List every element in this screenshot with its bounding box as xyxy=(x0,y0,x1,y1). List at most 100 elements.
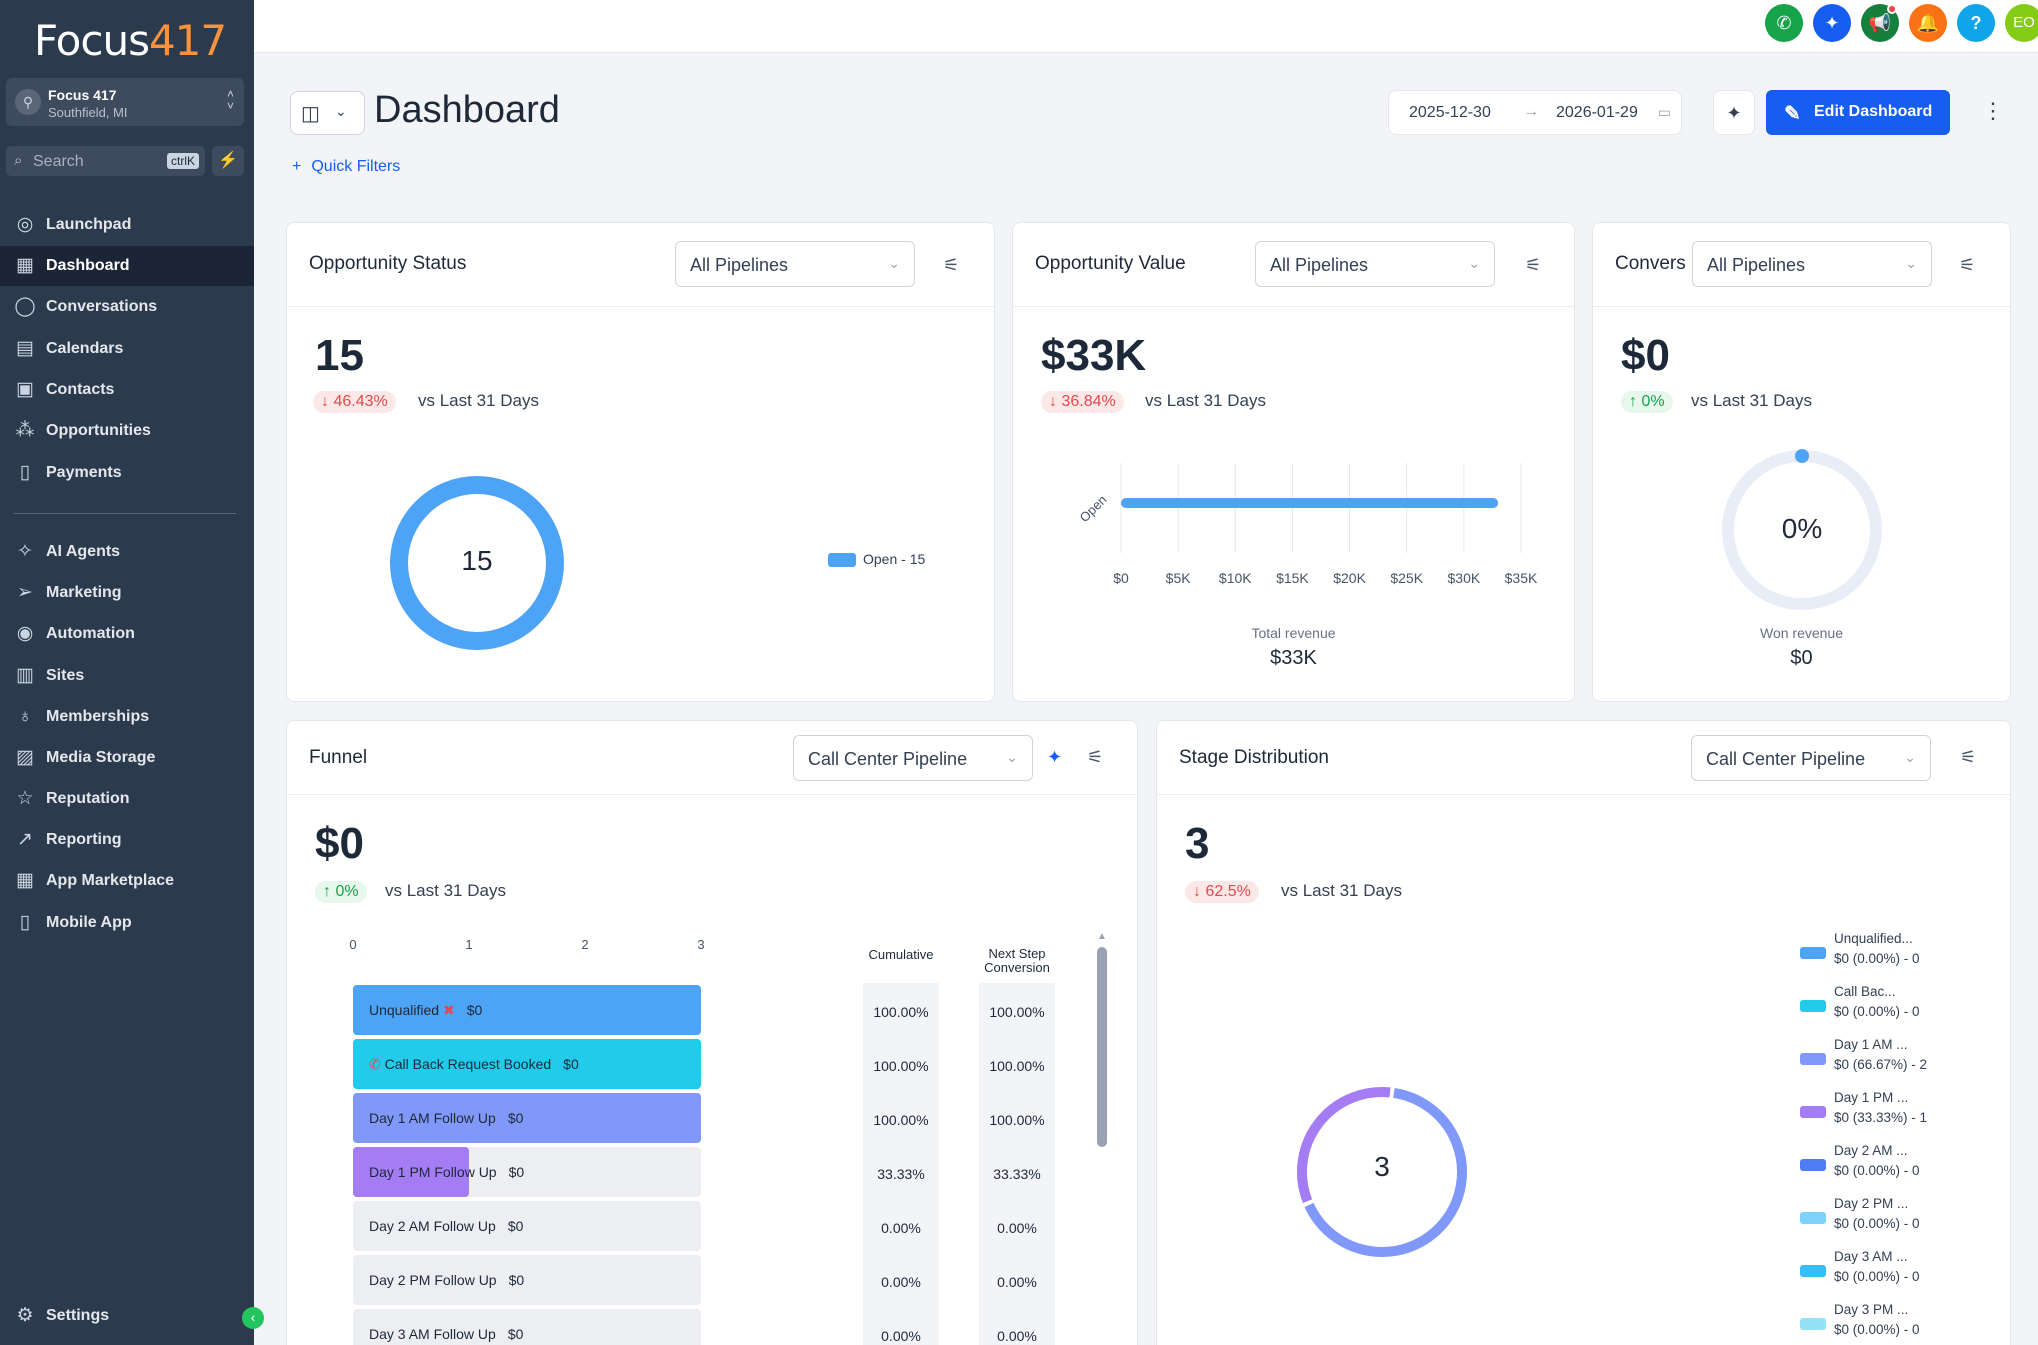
card-title: Funnel xyxy=(309,747,368,768)
donut-slice[interactable] xyxy=(1297,1087,1391,1204)
donut-slice[interactable] xyxy=(1304,1087,1467,1257)
date-range-picker[interactable]: 2025-12-30 → 2026-01-29 ▭ xyxy=(1388,90,1682,135)
legend-item[interactable]: Day 1 AM ... $0 (66.67%) - 2 xyxy=(1834,1035,1927,1075)
filter-settings-icon[interactable]: ⚟ xyxy=(1525,255,1542,275)
sidebar-item-ai-agents[interactable]: ✧ AI Agents xyxy=(0,532,254,572)
next-step-percent: 0.00% xyxy=(997,1220,1037,1236)
legend-label[interactable]: Open - 15 xyxy=(863,551,926,567)
funnel-axis-tick: 1 xyxy=(465,937,473,952)
quick-filters-button[interactable]: + Quick Filters xyxy=(292,158,400,176)
legend-item[interactable]: Day 2 PM ... $0 (0.00%) - 0 xyxy=(1834,1194,1920,1234)
pipeline-select[interactable]: Call Center Pipeline ⌄ xyxy=(793,735,1033,781)
legend-swatch xyxy=(1800,1053,1826,1065)
funnel-bar[interactable] xyxy=(353,1039,701,1089)
sidebar-item-memberships[interactable]: ♁ Memberships xyxy=(0,697,254,737)
ai-sparkle-button[interactable]: ✦ xyxy=(1713,90,1755,135)
legend-item[interactable]: Call Bac... $0 (0.00%) - 0 xyxy=(1834,982,1920,1022)
sidebar-item-reputation[interactable]: ☆ Reputation xyxy=(0,779,254,819)
sidebar-item-label: Contacts xyxy=(46,381,115,398)
edit-dashboard-button[interactable]: ✎ Edit Dashboard xyxy=(1766,90,1950,135)
sidebar-item-contacts[interactable]: ▣ Contacts xyxy=(0,370,254,410)
legend-label: Day 1 PM ... xyxy=(1834,1090,1909,1105)
pipeline-select[interactable]: Call Center Pipeline ⌄ xyxy=(1691,735,1931,781)
comparison-label: vs Last 31 Days xyxy=(1281,881,1402,900)
funnel-row-label: ✆ Call Back Request Booked $0 xyxy=(369,1056,579,1073)
stage-name: Call Back Request Booked xyxy=(384,1056,552,1072)
funnel-row-track xyxy=(353,1309,701,1345)
stage-name: Unqualified xyxy=(369,1002,440,1018)
filter-settings-icon[interactable]: ⚟ xyxy=(1959,255,1976,275)
sidebar-item-settings[interactable]: ⚙ Settings xyxy=(0,1296,254,1336)
sidebar-item-label: Media Storage xyxy=(46,749,156,766)
search-input[interactable]: ⌕ Search ctrlK xyxy=(6,146,205,176)
sidebar-item-marketing[interactable]: ➢ Marketing xyxy=(0,573,254,613)
sidebar-item-media-storage[interactable]: ▨ Media Storage xyxy=(0,738,254,778)
legend-item[interactable]: Day 3 AM ... $0 (0.00%) - 0 xyxy=(1834,1247,1920,1287)
ai-assist-button[interactable]: ✦ xyxy=(1813,4,1851,42)
notifications-button[interactable]: 🔔 xyxy=(1909,4,1947,42)
cumulative-percent: 100.00% xyxy=(873,1004,929,1020)
sidebar-item-app-marketplace[interactable]: ▦ App Marketplace xyxy=(0,861,254,901)
logo[interactable]: Focus417 xyxy=(34,16,227,65)
pipeline-select[interactable]: All Pipelines ⌄ xyxy=(1255,241,1495,287)
percent-cell-bg xyxy=(979,1037,1055,1091)
sidebar-item-sites[interactable]: ▥ Sites xyxy=(0,656,254,696)
scroll-up-icon[interactable]: ▲ xyxy=(1097,931,1107,942)
sidebar-item-reporting[interactable]: ↗ Reporting xyxy=(0,820,254,860)
opportunities-icon: ⁂ xyxy=(15,420,35,441)
funnel-bar[interactable] xyxy=(353,985,701,1035)
scrollbar-thumb[interactable] xyxy=(1097,947,1107,1147)
chevron-down-icon: ⌄ xyxy=(888,255,900,271)
pipeline-select[interactable]: All Pipelines ⌄ xyxy=(1692,241,1932,287)
sidebar-item-label: Dashboard xyxy=(46,257,130,274)
donut-ring-open[interactable] xyxy=(390,476,564,650)
percent-cell-bg xyxy=(863,1091,939,1145)
legend-item[interactable]: Unqualified... $0 (0.00%) - 0 xyxy=(1834,929,1920,969)
cumulative-header: Cumulative xyxy=(868,947,934,962)
location-switcher[interactable]: ⚲ Focus 417 Southfield, MI ˄ ˅ xyxy=(6,78,244,126)
announcements-button[interactable]: 📢 xyxy=(1861,4,1899,42)
collapse-sidebar-button[interactable]: ‹ xyxy=(242,1307,264,1329)
help-button[interactable]: ? xyxy=(1957,4,1995,42)
sparkle-icon[interactable]: ✦ xyxy=(1047,747,1063,767)
sidebar-item-label: Reputation xyxy=(46,790,130,807)
legend-item[interactable]: Day 2 AM ... $0 (0.00%) - 0 xyxy=(1834,1141,1920,1181)
sidebar-item-conversations[interactable]: ◯ Conversations xyxy=(0,287,254,327)
award-icon: ♁ xyxy=(17,706,33,727)
funnel-row-label: Day 1 PM Follow Up $0 xyxy=(369,1164,524,1180)
sidebar-item-mobile-app[interactable]: ▯ Mobile App xyxy=(0,903,254,943)
grid-icon: ▦ xyxy=(16,255,34,276)
bar-open[interactable] xyxy=(1121,498,1499,508)
funnel-bar[interactable] xyxy=(353,1147,469,1197)
user-avatar[interactable]: EO xyxy=(2005,4,2038,42)
legend-label: Day 3 AM ... xyxy=(1834,1249,1908,1264)
percent-cell-bg xyxy=(979,1091,1055,1145)
sidebar-item-launchpad[interactable]: ◎ Launchpad xyxy=(0,205,254,245)
sidebar-item-opportunities[interactable]: ⁂ Opportunities xyxy=(0,411,254,451)
layout-toggle-button[interactable]: ◫ ⌄ xyxy=(290,91,365,135)
phone-button[interactable]: ✆ xyxy=(1765,4,1803,42)
quick-action-button[interactable]: ⚡ xyxy=(212,146,244,176)
sidebar-item-dashboard[interactable]: ▦ Dashboard xyxy=(0,246,254,286)
funnel-card: Funnel Call Center Pipeline ⌄ ✦ ⚟ $0 ↑ 0… xyxy=(286,720,1138,1345)
date-from[interactable]: 2025-12-30 xyxy=(1409,104,1491,121)
filter-settings-icon[interactable]: ⚟ xyxy=(943,255,960,275)
more-options-icon[interactable]: ⋮ xyxy=(1982,98,2004,123)
filter-settings-icon[interactable]: ⚟ xyxy=(1087,747,1104,767)
sidebar-item-calendars[interactable]: ▤ Calendars xyxy=(0,329,254,369)
legend-item[interactable]: Day 3 PM ... $0 (0.00%) - 0 xyxy=(1834,1300,1920,1340)
date-to[interactable]: 2026-01-29 xyxy=(1556,104,1638,121)
status-donut xyxy=(390,476,564,650)
funnel-axis-tick: 0 xyxy=(349,937,357,952)
filter-settings-icon[interactable]: ⚟ xyxy=(1960,747,1977,767)
sidebar-item-automation[interactable]: ◉ Automation xyxy=(0,614,254,654)
sidebar-item-label: App Marketplace xyxy=(46,872,175,889)
legend-swatch xyxy=(1800,1159,1826,1171)
arrow-down-icon: ↓ xyxy=(321,393,334,410)
legend-item[interactable]: Day 1 PM ... $0 (33.33%) - 1 xyxy=(1834,1088,1927,1128)
calendar-icon: ▤ xyxy=(16,338,34,359)
pipeline-select[interactable]: All Pipelines ⌄ xyxy=(675,241,915,287)
card-header: Funnel Call Center Pipeline ⌄ ✦ ⚟ xyxy=(287,721,1137,795)
sidebar-item-payments[interactable]: ▯ Payments xyxy=(0,453,254,493)
funnel-bar[interactable] xyxy=(353,1093,701,1143)
